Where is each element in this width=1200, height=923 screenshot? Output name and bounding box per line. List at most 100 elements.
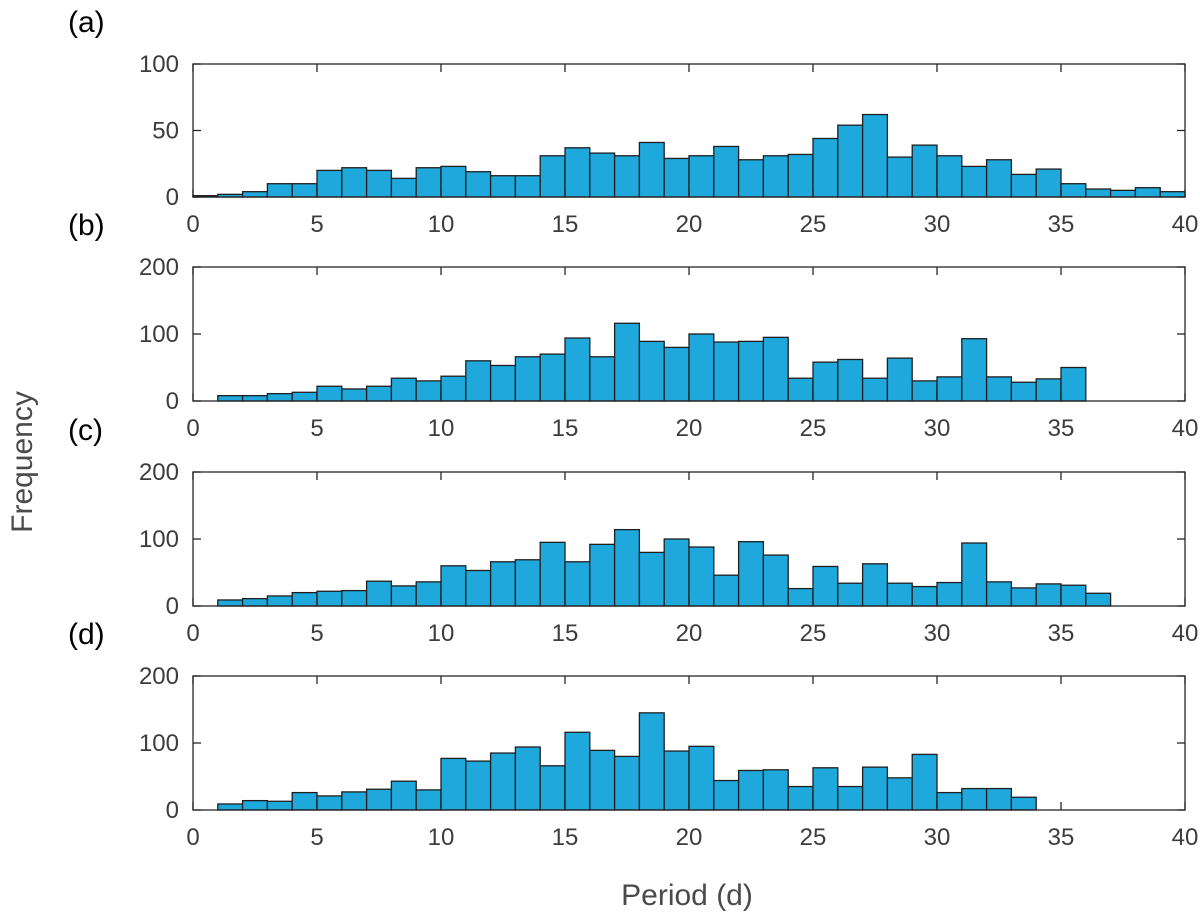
x-tick-label: 10 (428, 824, 455, 851)
histogram-bar (961, 787, 988, 811)
x-tick-label: 25 (800, 824, 827, 851)
histogram-bar (837, 358, 864, 402)
histogram-bar (936, 155, 963, 198)
histogram-bar (316, 590, 343, 607)
histogram-bar (613, 528, 641, 607)
histogram-bar (663, 157, 690, 198)
histogram-bar (465, 760, 492, 811)
histogram-bar (489, 752, 517, 811)
x-tick-label: 40 (1172, 824, 1199, 851)
y-tick-label: 200 (139, 459, 179, 486)
x-tick-label: 40 (1172, 415, 1199, 442)
x-tick-label: 0 (186, 824, 199, 851)
histogram-bar (1010, 796, 1037, 811)
histogram-bar (440, 757, 467, 811)
histogram-bar (316, 169, 343, 198)
histogram-bar (787, 587, 814, 607)
histogram-bar (539, 541, 566, 607)
x-tick-label: 20 (676, 824, 703, 851)
panel-label: (a) (68, 6, 105, 39)
histogram-bar (911, 380, 938, 402)
histogram-bar (365, 169, 393, 198)
histogram-bar (241, 394, 269, 402)
histogram-bar (440, 375, 467, 402)
histogram-bar (737, 541, 765, 607)
x-tick-label: 35 (1048, 620, 1075, 647)
x-tick-label: 10 (428, 415, 455, 442)
x-tick-label: 35 (1048, 824, 1075, 851)
histogram-bar (316, 385, 343, 402)
x-tick-label: 10 (428, 211, 455, 238)
histogram-bar (737, 159, 765, 198)
y-tick-label: 200 (139, 663, 179, 690)
histogram-bar (390, 780, 417, 811)
histogram-bar (415, 380, 442, 402)
histogram-bar (341, 589, 368, 607)
histogram-bar (638, 141, 665, 198)
histogram-bar (266, 392, 293, 402)
histogram-bar (266, 800, 293, 811)
histogram-bar (861, 113, 889, 198)
histogram-bar (341, 791, 368, 811)
histogram-bar (564, 561, 591, 607)
histogram-bar (861, 563, 889, 607)
x-tick-label: 5 (310, 211, 323, 238)
x-tick-label: 25 (800, 620, 827, 647)
histogram-bar (1085, 592, 1112, 607)
x-tick-label: 5 (310, 415, 323, 442)
histogram-bar (961, 542, 988, 607)
histogram-bar (688, 155, 715, 198)
histogram-bar (589, 356, 616, 402)
histogram-bar (539, 765, 566, 811)
histogram-bar (1035, 168, 1062, 198)
histogram-bar (961, 338, 988, 402)
x-tick-label: 15 (552, 415, 579, 442)
histogram-bar (514, 746, 541, 811)
histogram-bar (688, 333, 715, 402)
histogram-bar (564, 147, 591, 198)
histogram-bar (812, 137, 839, 198)
histogram-bar (861, 377, 889, 402)
histogram-bar (217, 394, 244, 402)
histogram-bar (787, 785, 814, 811)
histogram-bar (762, 336, 789, 402)
histogram-bar (663, 538, 690, 607)
y-tick-label: 0 (166, 797, 179, 824)
histogram-bar (961, 165, 988, 198)
y-tick-label: 200 (139, 254, 179, 281)
histogram-bar (886, 357, 913, 402)
histogram-bar (390, 377, 417, 402)
histogram-bar (911, 144, 938, 198)
x-tick-label: 35 (1048, 211, 1075, 238)
histogram-bar (837, 582, 864, 607)
x-tick-label: 40 (1172, 620, 1199, 647)
x-tick-label: 15 (552, 620, 579, 647)
histogram-bar (886, 582, 913, 607)
histogram-bar (936, 581, 963, 607)
histogram-bar (1035, 378, 1062, 402)
histogram-bar (985, 159, 1013, 198)
histogram-bar (985, 581, 1013, 607)
histogram-bar (365, 580, 393, 607)
histogram-bar (737, 769, 765, 811)
y-tick-label: 100 (139, 321, 179, 348)
histogram-bar (415, 581, 442, 607)
histogram-bar (539, 353, 566, 402)
histogram-bar (613, 155, 641, 198)
histogram-bar (812, 767, 839, 811)
histogram-bar (663, 346, 690, 402)
x-axis-label: Period (d) (621, 879, 753, 912)
histogram-bar (440, 565, 467, 607)
histogram-bar (564, 337, 591, 402)
histogram-bar (613, 755, 641, 811)
y-tick-label: 0 (166, 388, 179, 415)
histogram-bar (1159, 191, 1186, 198)
histogram-bar (1010, 381, 1037, 402)
histogram-bar (911, 753, 938, 811)
histogram-bar (886, 777, 913, 811)
panel-a: 0 5 10 15 20 25 30 35 40 0 50 100 (a) (68, 6, 1198, 238)
histogram-bar (762, 554, 789, 607)
